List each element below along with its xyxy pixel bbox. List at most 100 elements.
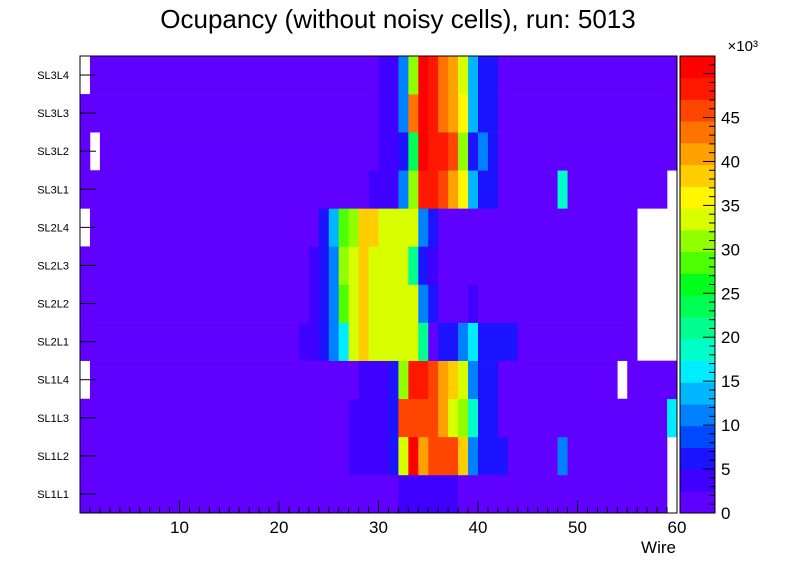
heatmap-cell — [428, 94, 439, 133]
heatmap-cell — [328, 284, 339, 323]
heatmap-cell — [458, 398, 469, 438]
heatmap-cell — [368, 246, 409, 285]
axes: 10 20 30 40 50 60 SL1L1 SL1L2 SL1L3 SL1L4 SL2L1 SL2… — [37, 70, 686, 537]
heatmap-cell — [408, 170, 419, 209]
heatmap-cell — [438, 94, 449, 133]
heatmap-cell — [358, 360, 389, 400]
y-tick-label: SL1L1 — [37, 489, 69, 501]
y-tick-label: SL1L4 — [37, 375, 69, 387]
heatmap-cell — [418, 322, 429, 361]
heatmap-cell — [458, 94, 469, 133]
heatmap-cell — [487, 56, 499, 95]
palette-swatch — [680, 251, 715, 274]
x-tick-label: 60 — [668, 518, 687, 537]
heatmap-cell — [318, 208, 330, 247]
palette-swatch — [680, 77, 715, 100]
heatmap-cell — [497, 360, 618, 400]
z-tick-label: 5 — [721, 460, 730, 479]
heatmap-cell — [428, 360, 439, 400]
z-tick-label: 40 — [721, 152, 740, 171]
heatmap-cell — [448, 94, 459, 133]
heatmap-cell — [368, 284, 419, 323]
heatmap-cell — [388, 398, 399, 438]
heatmap-cell — [458, 170, 469, 209]
heatmap-cell — [507, 436, 558, 476]
heatmap-cell — [627, 360, 678, 400]
heatmap-cell — [80, 246, 310, 285]
heatmap-cell — [358, 208, 379, 247]
palette-swatch — [680, 273, 715, 296]
heatmap-cell — [398, 360, 409, 400]
heatmap-cell — [328, 246, 339, 285]
heatmap-cell — [89, 360, 359, 400]
heatmap-cell — [418, 208, 429, 247]
heatmap-cell — [468, 322, 479, 361]
heatmap-cell — [358, 246, 369, 285]
heatmap-cell — [80, 94, 379, 133]
heatmap-cell — [398, 436, 409, 476]
heatmap-cell — [428, 436, 449, 476]
heatmap-cell — [428, 208, 439, 247]
heatmap-cell — [458, 322, 469, 361]
heatmap-cell — [408, 132, 419, 171]
heatmap-cell — [458, 56, 469, 95]
heatmap-cell — [348, 398, 389, 438]
heatmap-cell — [567, 170, 668, 209]
heatmap-cell — [428, 246, 439, 285]
heatmap-cell — [478, 56, 489, 95]
heatmap-cell — [428, 322, 439, 361]
heatmap-cell — [99, 132, 379, 171]
heatmap-cell — [418, 170, 439, 209]
z-tick-label: 45 — [721, 109, 740, 128]
palette-swatch — [680, 208, 715, 231]
heatmap-cell — [448, 56, 459, 95]
palette-swatch — [680, 295, 715, 318]
x-tick-label: 30 — [369, 518, 388, 537]
z-multiplier-label: ×10³ — [728, 38, 758, 55]
heatmap-cell — [408, 436, 419, 476]
z-tick-label: 0 — [721, 504, 730, 523]
palette-swatch — [680, 121, 715, 144]
heatmap-cell — [517, 322, 638, 361]
y-tick-label: SL2L1 — [37, 337, 69, 349]
heatmap-cell — [497, 170, 558, 209]
z-tick-label: 20 — [721, 328, 740, 347]
palette-swatch — [680, 491, 715, 514]
heatmap-cell — [378, 94, 399, 133]
heatmap-cell — [358, 284, 369, 323]
heatmap-cell — [408, 360, 429, 400]
x-axis-label: Wire — [641, 538, 676, 557]
y-tick-label: SL2L4 — [37, 222, 69, 234]
heatmap-cell — [80, 474, 399, 514]
z-tick-label: 35 — [721, 196, 740, 215]
heatmap-cell — [408, 56, 419, 95]
y-tick-label: SL3L4 — [37, 70, 69, 82]
heatmap-cell — [378, 208, 419, 247]
heatmap-cell — [80, 170, 369, 209]
heatmap-cell — [448, 436, 459, 476]
heatmap-cell — [468, 284, 479, 323]
heatmap-cell — [448, 132, 459, 171]
palette-swatch — [680, 186, 715, 209]
heatmap-cell — [497, 398, 668, 438]
heatmap-cell — [438, 56, 449, 95]
heatmap-cell — [80, 284, 310, 323]
palette-swatch — [680, 382, 715, 405]
heatmap-cell — [348, 322, 359, 361]
heatmap-cell — [458, 474, 668, 514]
heatmap-cell — [468, 94, 479, 133]
heatmap-cell — [458, 132, 469, 171]
heatmap-cell — [398, 94, 409, 133]
palette-swatch — [680, 56, 715, 79]
heatmap-cell — [328, 322, 339, 361]
heatmap-cell — [348, 284, 359, 323]
heatmap-cell — [468, 398, 479, 438]
y-tick-label: SL1L2 — [37, 451, 69, 463]
heatmap-cell — [567, 436, 668, 476]
y-tick-label: SL2L3 — [37, 260, 69, 272]
heatmap-cell — [428, 284, 439, 323]
heatmap-cell — [80, 322, 300, 361]
heatmap-cell — [308, 284, 320, 323]
heatmap-cell — [348, 246, 359, 285]
